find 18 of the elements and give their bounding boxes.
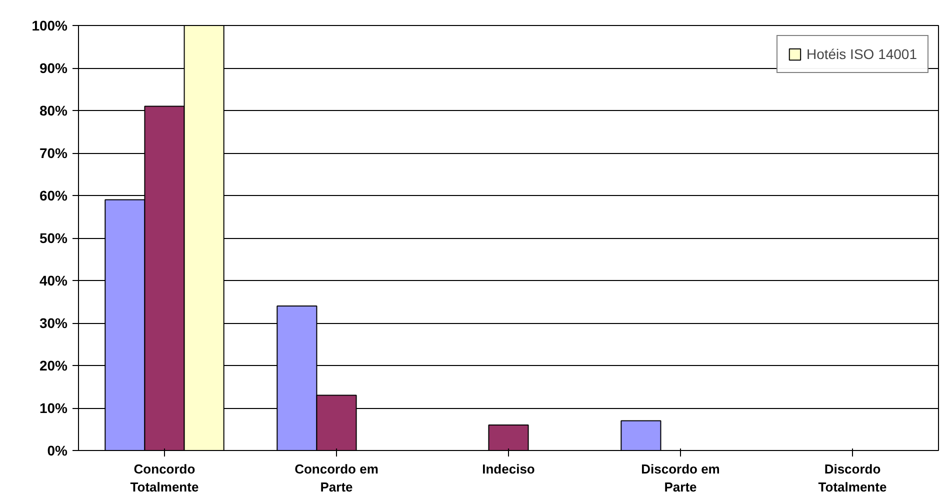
x-tick-label: Concordo Totalmente bbox=[130, 462, 199, 494]
legend-label: Hotéis ISO 14001 bbox=[806, 46, 917, 62]
x-tick-label: Concordo em Parte bbox=[294, 462, 378, 494]
y-tick-label: 30% bbox=[39, 315, 68, 331]
y-tick-label: 20% bbox=[39, 358, 68, 374]
y-tick-label: 40% bbox=[39, 272, 68, 288]
bar bbox=[620, 420, 662, 450]
y-tick-label: 50% bbox=[39, 230, 68, 246]
y-tick-label: 80% bbox=[39, 102, 68, 118]
y-tick-label: 0% bbox=[47, 442, 68, 458]
y-tick-label: 60% bbox=[39, 188, 68, 204]
y-tick-label: 70% bbox=[39, 145, 68, 161]
y-tick-label: 90% bbox=[39, 60, 68, 76]
x-tick-label: Discordo Totalmente bbox=[818, 462, 887, 494]
y-tick-label: 10% bbox=[39, 400, 68, 416]
y-tick-label: 100% bbox=[32, 18, 68, 34]
x-tick-label: Discordo em Parte bbox=[641, 462, 720, 494]
x-tick-label: Indeciso bbox=[482, 462, 535, 476]
